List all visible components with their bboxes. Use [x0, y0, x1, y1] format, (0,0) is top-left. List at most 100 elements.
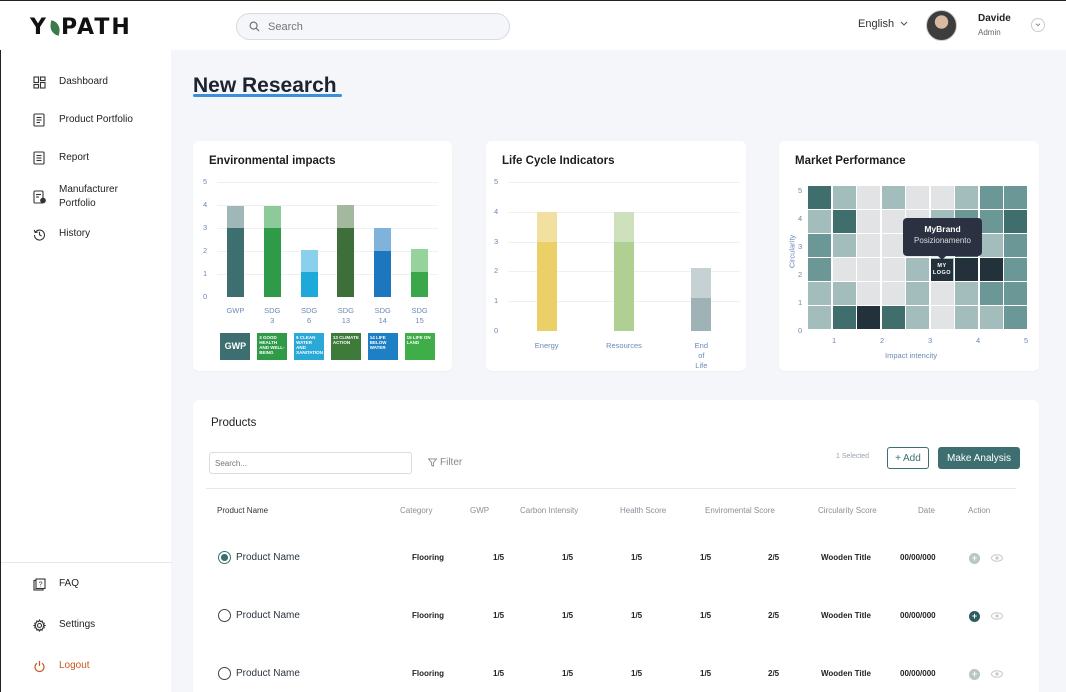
search-bar[interactable]: [236, 13, 510, 40]
heatmap-cell: [808, 210, 832, 233]
products-search-input[interactable]: [209, 452, 412, 474]
gwp-cell: 1/5: [493, 669, 505, 678]
gridline: [217, 182, 438, 183]
sidebar-item-label: Report: [59, 152, 90, 163]
environmental-score-cell: 1/5: [700, 611, 712, 620]
y-tick-label: 3: [494, 236, 499, 246]
add-label: Add: [903, 452, 921, 464]
heatmap-cell: [857, 234, 881, 257]
heatmap-cell: [1004, 186, 1028, 209]
heatmap-cell: [881, 210, 905, 233]
filter-label: Filter: [440, 457, 463, 468]
heatmap-cell: [906, 282, 930, 305]
sidebar-item-manufacturer-portfolio[interactable]: Manufacturer Portfolio: [32, 183, 139, 211]
category-cell: Flooring: [412, 553, 444, 562]
avatar[interactable]: [926, 10, 957, 41]
search-icon: [249, 21, 260, 32]
row-radio[interactable]: [218, 609, 231, 622]
manufacturer-doc-icon: [32, 190, 46, 204]
leaf-icon: [48, 19, 62, 36]
material-cell: Wooden Title: [821, 611, 871, 620]
gridline: [217, 228, 438, 229]
bar: [374, 228, 392, 251]
y-tick-label: 2: [494, 266, 499, 276]
heatmap-cell: [808, 186, 832, 209]
sidebar-item-settings[interactable]: Settings: [32, 618, 95, 632]
heatmap-cell: [1004, 234, 1028, 257]
add-row-icon[interactable]: +: [969, 611, 980, 622]
y-tick-label: 0: [798, 326, 803, 335]
sidebar-item-label: Product Portfolio: [59, 114, 133, 125]
products-card: [193, 400, 1039, 692]
add-row-icon[interactable]: +: [969, 669, 980, 680]
market-performance-card: Market Performance 5 4 3 2 1 0 1 2 3 4 5 Impact int…: [779, 141, 1039, 371]
bar: [263, 228, 281, 297]
bar: [300, 271, 318, 297]
gridline: [217, 205, 438, 206]
add-button[interactable]: + Add: [887, 447, 929, 469]
row-radio[interactable]: [218, 667, 231, 680]
y-tick-label: 1: [203, 269, 208, 278]
product-name[interactable]: Product Name: [236, 668, 300, 679]
products-title: Products: [211, 417, 257, 429]
gridline: [508, 182, 740, 183]
top-bar: Y PATH English Davide Admin: [0, 0, 1066, 50]
user-menu-button[interactable]: [1031, 18, 1045, 32]
gridline: [217, 251, 438, 252]
sidebar-item-logout[interactable]: Logout: [32, 659, 90, 673]
bar: [337, 205, 355, 228]
eye-icon[interactable]: [991, 612, 1003, 620]
eye-icon[interactable]: [991, 670, 1003, 678]
row-radio[interactable]: [218, 551, 231, 564]
make-analysis-button[interactable]: Make Analysis: [938, 447, 1020, 469]
y-tick-label: 4: [203, 200, 208, 209]
sidebar-item-label: Manufacturer Portfolio: [59, 184, 118, 209]
language-label: English: [858, 18, 895, 30]
heatmap-cell: [881, 282, 905, 305]
bar: [263, 206, 281, 228]
heatmap-cell: [832, 210, 856, 233]
column-header: Product Name: [217, 506, 269, 515]
language-selector[interactable]: English: [858, 18, 908, 30]
x-tick-label: 3: [928, 336, 933, 345]
circularity-score-cell: 2/5: [768, 553, 780, 562]
user-role: Admin: [978, 28, 1001, 37]
heatmap-cell: [832, 186, 856, 209]
sidebar-item-product-portfolio[interactable]: Product Portfolio: [32, 113, 133, 127]
selected-count: 1 Selected: [836, 453, 870, 460]
column-header: GWP: [470, 506, 490, 515]
add-row-icon[interactable]: +: [969, 553, 980, 564]
heatmap-cell: [808, 258, 832, 281]
x-tick-label: 5: [1024, 336, 1029, 345]
heatmap-cell: [979, 234, 1003, 257]
sdg-badge: 14 LIFE BELOW WATER: [367, 333, 398, 360]
sidebar-item-report[interactable]: Report: [32, 151, 89, 165]
filter-button[interactable]: Filter: [428, 457, 462, 468]
sidebar-item-history[interactable]: History: [32, 227, 90, 241]
column-header: Action: [968, 506, 991, 515]
y-tick-label: 5: [798, 186, 803, 195]
sidebar-item-dashboard[interactable]: Dashboard: [32, 75, 108, 89]
tooltip-brand: MyBrand: [924, 224, 961, 234]
heatmap-cell: [955, 186, 979, 209]
sidebar-divider: [1, 562, 172, 563]
card-title: Market Performance: [795, 155, 906, 167]
bar: [374, 251, 392, 297]
product-name[interactable]: Product Name: [236, 552, 300, 563]
bar: [614, 211, 634, 242]
date-cell: 00/00/000: [900, 669, 936, 678]
sdg-badge: 6 CLEAN WATER AND SANITATION: [294, 333, 325, 360]
sidebar-item-faq[interactable]: ? FAQ: [32, 577, 79, 591]
logo[interactable]: Y PATH: [30, 15, 132, 40]
heatmap-cell: [906, 258, 930, 281]
eye-icon[interactable]: [991, 554, 1003, 562]
bar: [614, 241, 634, 331]
sdg-badge: 13 CLIMATE ACTION: [330, 333, 361, 360]
table-divider: [206, 488, 1016, 489]
heatmap-cell: [832, 258, 856, 281]
search-input[interactable]: [268, 20, 468, 33]
product-name[interactable]: Product Name: [236, 610, 300, 621]
heatmap-cell: [808, 306, 832, 329]
heatmap-cell: [832, 234, 856, 257]
user-name: Davide: [978, 13, 1011, 24]
